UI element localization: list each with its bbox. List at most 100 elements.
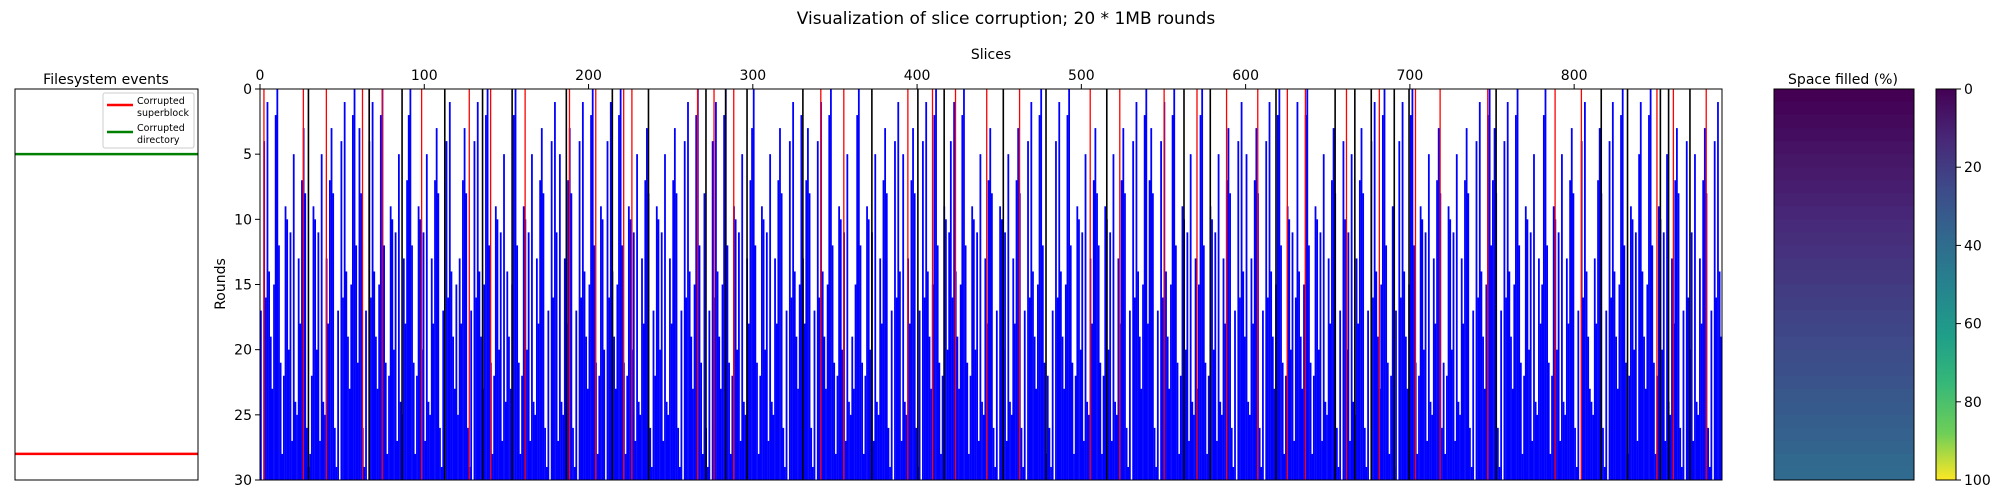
- slice-bar: [995, 310, 998, 480]
- x-tick-label: 500: [1068, 68, 1095, 84]
- slice-bar: [1373, 102, 1376, 480]
- slice-bar: [1278, 89, 1281, 480]
- slice-bar: [1265, 141, 1268, 480]
- slice-bar: [269, 336, 272, 480]
- slice-bar: [312, 206, 315, 481]
- slice-bar: [1224, 323, 1227, 480]
- slice-bar: [800, 115, 803, 480]
- colorbar-tick-label: 20: [1964, 160, 1982, 176]
- slice-bar: [600, 206, 602, 481]
- slice-bar: [779, 128, 781, 480]
- slice-bar: [690, 336, 693, 480]
- heatmap-cell: [1774, 297, 1914, 311]
- colorbar-ticks: 0 20 40 60 80 100: [1956, 82, 1991, 489]
- slice-bar: [1529, 232, 1532, 480]
- slice-bar: [1151, 193, 1154, 480]
- slice-bar: [756, 362, 758, 480]
- red-slice-line: [1286, 89, 1288, 480]
- slice-bar: [1587, 336, 1590, 480]
- black-slice-line: [307, 89, 310, 480]
- slice-bar: [1685, 141, 1688, 480]
- slice-bar: [1464, 180, 1466, 481]
- slice-bar: [1276, 115, 1279, 480]
- slice-bar: [728, 362, 730, 480]
- slice-bar: [279, 362, 282, 480]
- slice-bar: [807, 128, 809, 480]
- slice-bar: [1242, 271, 1245, 480]
- black-slice-line: [724, 89, 727, 480]
- slice-bar: [435, 128, 438, 480]
- slice-bar: [1247, 401, 1250, 480]
- heatmap-cell: [1774, 414, 1914, 429]
- slice-bar: [1671, 258, 1673, 480]
- slice-bar: [879, 258, 882, 480]
- slice-bar: [1400, 297, 1402, 480]
- slice-bar: [811, 466, 814, 480]
- slice-bar: [788, 141, 791, 480]
- slice-bar: [1480, 271, 1483, 480]
- slice-bar: [1214, 232, 1217, 480]
- slice-bar: [445, 141, 448, 480]
- slice-bar: [792, 102, 795, 480]
- slice-bar: [1584, 102, 1586, 480]
- slice-bar: [1475, 141, 1478, 480]
- slice-bar: [1145, 89, 1148, 480]
- heatmap-cell: [1774, 375, 1914, 390]
- slice-bar: [1197, 284, 1200, 480]
- slice-bar: [1674, 180, 1677, 481]
- slice-bar: [411, 245, 413, 480]
- slice-bar: [1506, 102, 1509, 480]
- slice-bar: [1455, 154, 1458, 481]
- slice-bar: [941, 375, 944, 480]
- slice-bar: [476, 102, 479, 480]
- slice-bar: [1342, 141, 1345, 480]
- slice-bar: [1358, 180, 1361, 481]
- slice-bar: [575, 310, 578, 480]
- slice-bar: [885, 193, 888, 480]
- slice-bar: [664, 154, 666, 481]
- heatmap-cell: [1774, 180, 1914, 194]
- red-slice-line: [1089, 89, 1091, 480]
- black-slice-line: [481, 89, 484, 480]
- heatmap-cell: [1774, 245, 1914, 259]
- slice-bar: [780, 193, 783, 480]
- slice-bar: [951, 297, 954, 480]
- slice-bar: [386, 453, 389, 480]
- slice-bar: [897, 102, 900, 480]
- slice-bar: [1662, 232, 1665, 480]
- slice-bar: [1526, 219, 1529, 480]
- red-slice-line: [1554, 89, 1556, 480]
- slice-bar: [1715, 297, 1718, 480]
- slice-bar: [292, 154, 295, 481]
- slice-bar: [999, 206, 1001, 481]
- slice-bar: [830, 89, 832, 480]
- slice-bar: [770, 401, 773, 480]
- slice-bar: [734, 219, 737, 480]
- slice-bar: [425, 154, 428, 481]
- slice-bar: [1153, 427, 1156, 480]
- slice-bar: [1598, 128, 1601, 480]
- slice-bar: [739, 440, 742, 480]
- slice-bar: [1143, 115, 1146, 480]
- slice-bar: [1349, 440, 1351, 480]
- slice-bar: [1391, 206, 1394, 481]
- colorbar: 0 20 40 60 80 100: [1935, 82, 1991, 489]
- slice-bar: [1409, 115, 1412, 480]
- slice-bar: [922, 141, 924, 480]
- slice-bar: [1357, 323, 1360, 480]
- slice-bar: [499, 232, 502, 480]
- slice-bar: [608, 297, 611, 480]
- red-slice-line: [986, 89, 988, 480]
- black-slice-line: [1393, 89, 1396, 480]
- slice-bar: [537, 323, 540, 480]
- slice-bar: [1253, 180, 1256, 481]
- slice-bar: [872, 440, 875, 480]
- slice-bar: [526, 349, 528, 480]
- black-slice-line: [1626, 89, 1629, 480]
- slice-bar: [813, 310, 816, 480]
- slice-bar: [930, 388, 933, 480]
- slice-bar: [1437, 128, 1440, 480]
- slice-bar: [785, 310, 788, 480]
- slice-bar: [1015, 180, 1018, 481]
- slice-bar: [762, 219, 765, 480]
